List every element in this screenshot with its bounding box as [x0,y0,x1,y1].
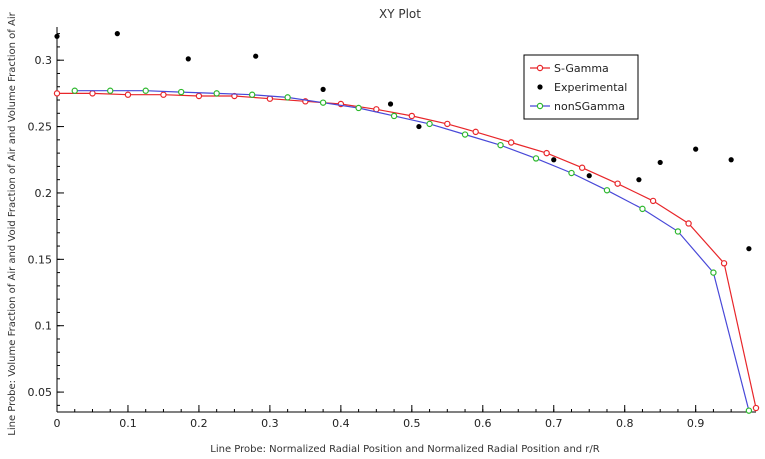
data-point-s-gamma [752,404,760,412]
data-point-nonsgamma [674,228,682,235]
legend-box [523,54,639,120]
x-tick-label: 0.2 [190,417,208,430]
data-point-nonsgamma [745,407,753,414]
y-tick-label: 0.1 [35,320,53,333]
data-point-nonsgamma [355,104,362,112]
series-line-nonsgamma [74,90,750,411]
data-point-s-gamma [543,149,550,157]
legend-marker-s-gamma [536,64,544,72]
x-tick-label: 0.6 [474,417,492,430]
data-point-nonsgamma [319,99,327,106]
data-point-nonsgamma [177,88,185,96]
data-point-s-gamma [408,112,416,120]
data-point-nonsgamma [390,112,398,120]
data-point-experimental [253,53,259,59]
data-point-s-gamma [89,90,96,97]
data-point-experimental [657,159,663,166]
data-point-s-gamma [685,220,692,227]
data-point-s-gamma [195,92,203,100]
data-point-experimental [387,101,394,107]
y-tick-label: 0.3 [35,54,53,67]
x-tick-label: 0.7 [545,417,563,430]
data-point-nonsgamma [497,141,504,149]
data-point-nonsgamma [603,187,611,194]
data-point-s-gamma [444,120,451,128]
legend-label-s-gamma: S-Gamma [554,62,609,75]
data-point-nonsgamma [426,120,433,128]
data-point-nonsgamma [532,155,540,162]
data-point-experimental [416,123,422,130]
series-line-s-gamma [57,92,757,409]
y-tick-label: 0.25 [28,121,53,134]
axes: 0 0.1 0.2 0.3 0.4 0.5 0.6 0.7 0.8 0.9 0.05 0.1 0.15 0… [28,27,756,430]
data-point-experimental [185,56,191,62]
chart-title: XY Plot [379,7,421,21]
data-point-nonsgamma [142,87,149,94]
data-point-s-gamma [124,91,132,98]
legend-marker-experimental [537,84,543,90]
data-point-experimental [320,86,326,92]
data-point-experimental [636,177,642,183]
data-point-experimental [114,31,120,37]
data-point-experimental [586,173,592,179]
data-point-experimental [746,246,752,252]
data-point-s-gamma [231,92,238,100]
data-point-nonsgamma [213,90,220,97]
data-point-s-gamma [53,90,61,97]
x-tick-label: 0.4 [332,417,350,430]
legend-label-nonsgamma: nonSGamma [554,100,625,113]
x-tick-label: 0 [54,417,61,430]
data-point-nonsgamma [71,87,78,94]
data-point-experimental [728,157,734,163]
data-point-nonsgamma [710,269,717,276]
y-tick-label: 0.05 [28,386,53,399]
y-tick-label: 0.15 [28,253,53,266]
x-tick-label: 0.8 [616,417,634,430]
data-point-nonsgamma [284,94,291,101]
data-point-nonsgamma [107,87,114,94]
legend-label-experimental: Experimental [554,81,627,94]
data-point-experimental [693,146,699,152]
data-point-nonsgamma [248,91,256,98]
y-axis-label: Line Probe: Volume Fraction of Air and V… [7,11,18,435]
data-point-s-gamma [578,164,586,171]
x-tick-label: 0.9 [687,417,705,430]
data-point-experimental [54,33,60,39]
x-axis-label: Line Probe: Normalized Radial Position a… [210,444,600,455]
data-point-s-gamma [160,91,167,98]
legend: S-Gamma Experimental nonSGamma [523,54,639,120]
data-point-nonsgamma [639,205,646,213]
data-point-s-gamma [720,260,728,267]
data-point-experimental [551,157,557,163]
legend-marker-nonsgamma [536,102,544,110]
data-point-s-gamma [472,128,479,136]
y-tick-label: 0.2 [35,187,53,200]
data-point-nonsgamma [461,131,469,138]
data-point-s-gamma [266,95,274,102]
x-tick-label: 0.3 [261,417,279,430]
data-point-s-gamma [649,197,657,205]
plot-area [53,31,760,414]
data-point-nonsgamma [568,169,575,177]
x-tick-label: 0.5 [403,417,421,430]
data-point-s-gamma [614,180,621,187]
x-tick-label: 0.1 [119,417,137,430]
data-point-s-gamma [507,139,515,146]
